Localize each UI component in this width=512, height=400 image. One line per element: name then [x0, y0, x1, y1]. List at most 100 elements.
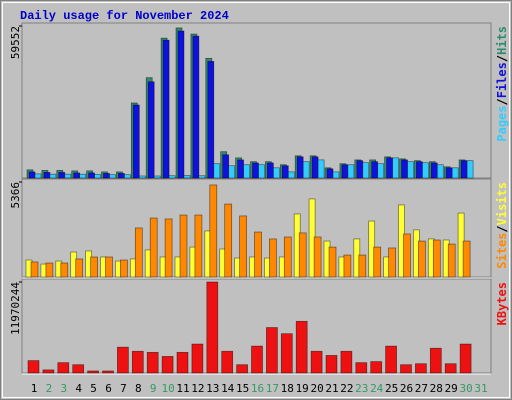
- bar: [177, 30, 185, 179]
- bar: [79, 173, 87, 179]
- bar: [403, 233, 411, 278]
- legend: KBytes: [495, 282, 509, 325]
- bar: [311, 156, 319, 179]
- bar: [422, 162, 429, 179]
- bar: [267, 162, 274, 179]
- x-tick-label: 2: [46, 382, 53, 395]
- bar: [57, 362, 70, 374]
- bar: [138, 175, 146, 179]
- y-tick-label: 11970244: [9, 282, 22, 335]
- bar: [191, 343, 204, 374]
- bar: [183, 175, 191, 179]
- bar: [58, 172, 66, 179]
- bar: [466, 160, 474, 179]
- bar: [88, 172, 95, 179]
- bar: [161, 356, 174, 374]
- bar: [415, 363, 427, 374]
- x-tick-label: 8: [135, 382, 142, 395]
- bar: [239, 215, 247, 278]
- bar: [164, 218, 173, 278]
- bar: [281, 165, 289, 179]
- bar: [347, 164, 355, 179]
- bar: [103, 173, 110, 179]
- bar: [287, 171, 295, 179]
- x-tick-label: 25: [385, 382, 398, 395]
- legend-separator: /: [495, 225, 509, 232]
- legend-entry: Files: [495, 62, 509, 98]
- legend-entry: KBytes: [495, 282, 509, 325]
- bar: [179, 214, 188, 278]
- bar: [326, 168, 334, 179]
- legend-entry: Visits: [495, 182, 509, 225]
- bar: [429, 347, 442, 374]
- bar: [358, 254, 367, 278]
- x-tick-label: 28: [430, 382, 443, 395]
- bar: [445, 167, 453, 179]
- x-tick-label: 19: [296, 382, 309, 395]
- x-tick-label: 9: [150, 382, 157, 395]
- x-tick-label: 26: [400, 382, 413, 395]
- bar: [356, 160, 364, 179]
- bar: [325, 355, 338, 374]
- x-tick-label: 31: [474, 382, 487, 395]
- bar: [118, 173, 125, 179]
- bar: [269, 238, 277, 278]
- bar: [313, 236, 322, 278]
- bar: [213, 163, 221, 179]
- bar: [168, 175, 176, 179]
- bar: [237, 159, 244, 179]
- bar: [298, 232, 307, 278]
- bar: [371, 161, 379, 179]
- bar: [436, 164, 444, 179]
- legend-entry: Pages: [495, 106, 509, 142]
- x-tick-label: 3: [60, 382, 67, 395]
- bar: [377, 163, 385, 179]
- bar: [266, 327, 278, 374]
- chart-title: Daily usage for November 2024: [20, 9, 229, 23]
- x-tick-label: 17: [266, 382, 279, 395]
- bar: [28, 171, 36, 179]
- x-tick-label: 11: [176, 382, 189, 395]
- bar: [302, 161, 310, 179]
- bar: [64, 173, 72, 179]
- bar: [418, 240, 426, 278]
- bar: [251, 345, 263, 374]
- x-tick-label: 21: [325, 382, 338, 395]
- bar: [317, 159, 325, 179]
- x-tick-label: 12: [191, 382, 204, 395]
- bar: [236, 364, 248, 374]
- bar: [430, 162, 438, 179]
- bar: [221, 350, 234, 374]
- bar: [370, 361, 383, 374]
- bar: [153, 175, 161, 179]
- bar: [42, 369, 55, 374]
- bar: [444, 363, 457, 374]
- bar: [280, 333, 293, 374]
- legend: Pages/Files/Hits: [495, 26, 509, 142]
- bar: [328, 246, 337, 278]
- x-tick-label: 4: [75, 382, 82, 395]
- bar: [283, 236, 292, 278]
- bar: [447, 243, 456, 278]
- legend: Sites/Visits: [495, 182, 509, 269]
- bar: [34, 173, 42, 179]
- bar: [432, 239, 441, 278]
- bar: [206, 281, 219, 374]
- bar: [332, 171, 340, 179]
- bar: [131, 350, 144, 374]
- bar: [392, 157, 399, 179]
- bar: [296, 156, 304, 179]
- bar: [60, 262, 69, 278]
- bar: [117, 346, 129, 374]
- bar: [134, 227, 143, 278]
- bar: [109, 174, 116, 179]
- bar: [90, 256, 98, 278]
- legend-entry: Sites: [495, 233, 509, 269]
- bar: [222, 154, 230, 179]
- bar: [176, 351, 189, 374]
- x-tick-label: 13: [206, 382, 219, 395]
- bar: [340, 350, 353, 374]
- x-tick-label: 1: [31, 382, 38, 395]
